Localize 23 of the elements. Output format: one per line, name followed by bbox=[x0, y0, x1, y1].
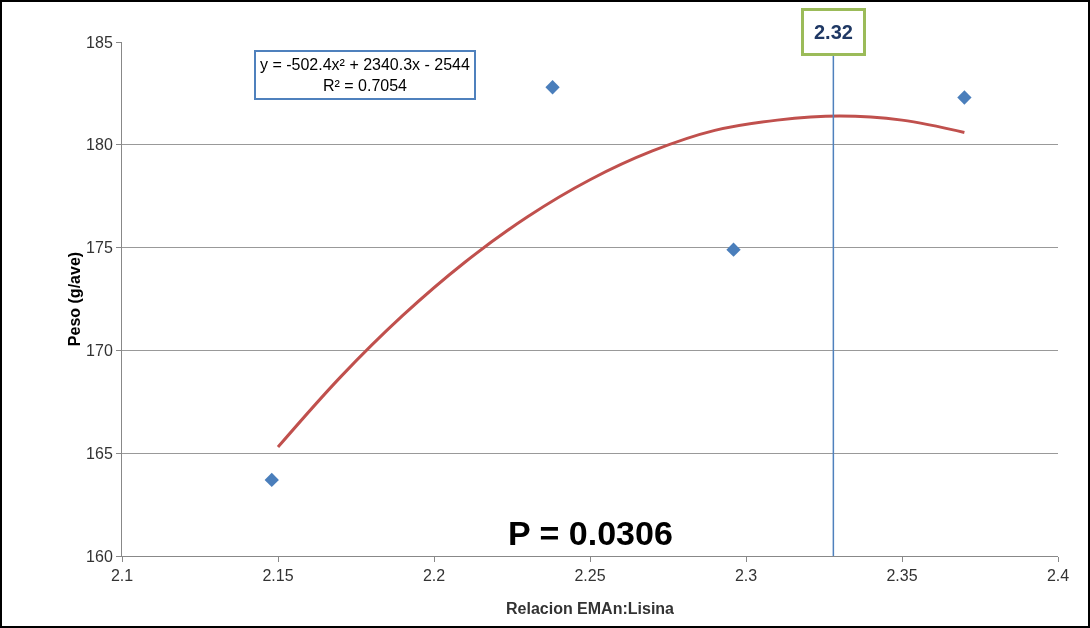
x-tick-label: 2.15 bbox=[262, 567, 294, 585]
y-tick-label: 165 bbox=[86, 444, 113, 462]
x-tick-label: 2.1 bbox=[110, 567, 134, 585]
annotation: 2.32 bbox=[814, 21, 853, 43]
point bbox=[545, 80, 560, 95]
point bbox=[957, 90, 972, 105]
x-tick-label: 2.3 bbox=[734, 567, 758, 585]
annotation: P = 0.0306 bbox=[508, 514, 673, 552]
x-axis-title: Relacion EMAn:Lisina bbox=[505, 600, 675, 617]
line-series bbox=[276, 114, 966, 449]
annotation: y = -502.4x² + 2340.3x - 2544 R² = 0.7054 bbox=[260, 56, 471, 94]
x-tick-label: 2.4 bbox=[1046, 567, 1070, 585]
x-tick-label: 2.25 bbox=[574, 567, 606, 585]
y-tick-label: 185 bbox=[86, 33, 113, 51]
point bbox=[726, 242, 741, 257]
point bbox=[264, 472, 279, 488]
x-tick-label: 2.2 bbox=[422, 567, 446, 585]
y-tick-label: 170 bbox=[86, 342, 113, 359]
y-axis-title: Peso (g/ave) bbox=[66, 251, 83, 347]
y-tick-label: 180 bbox=[86, 136, 113, 154]
x-tick-label: 2.35 bbox=[886, 567, 918, 585]
y-tick-label: 175 bbox=[86, 239, 113, 257]
y-tick-label: 160 bbox=[86, 547, 113, 565]
